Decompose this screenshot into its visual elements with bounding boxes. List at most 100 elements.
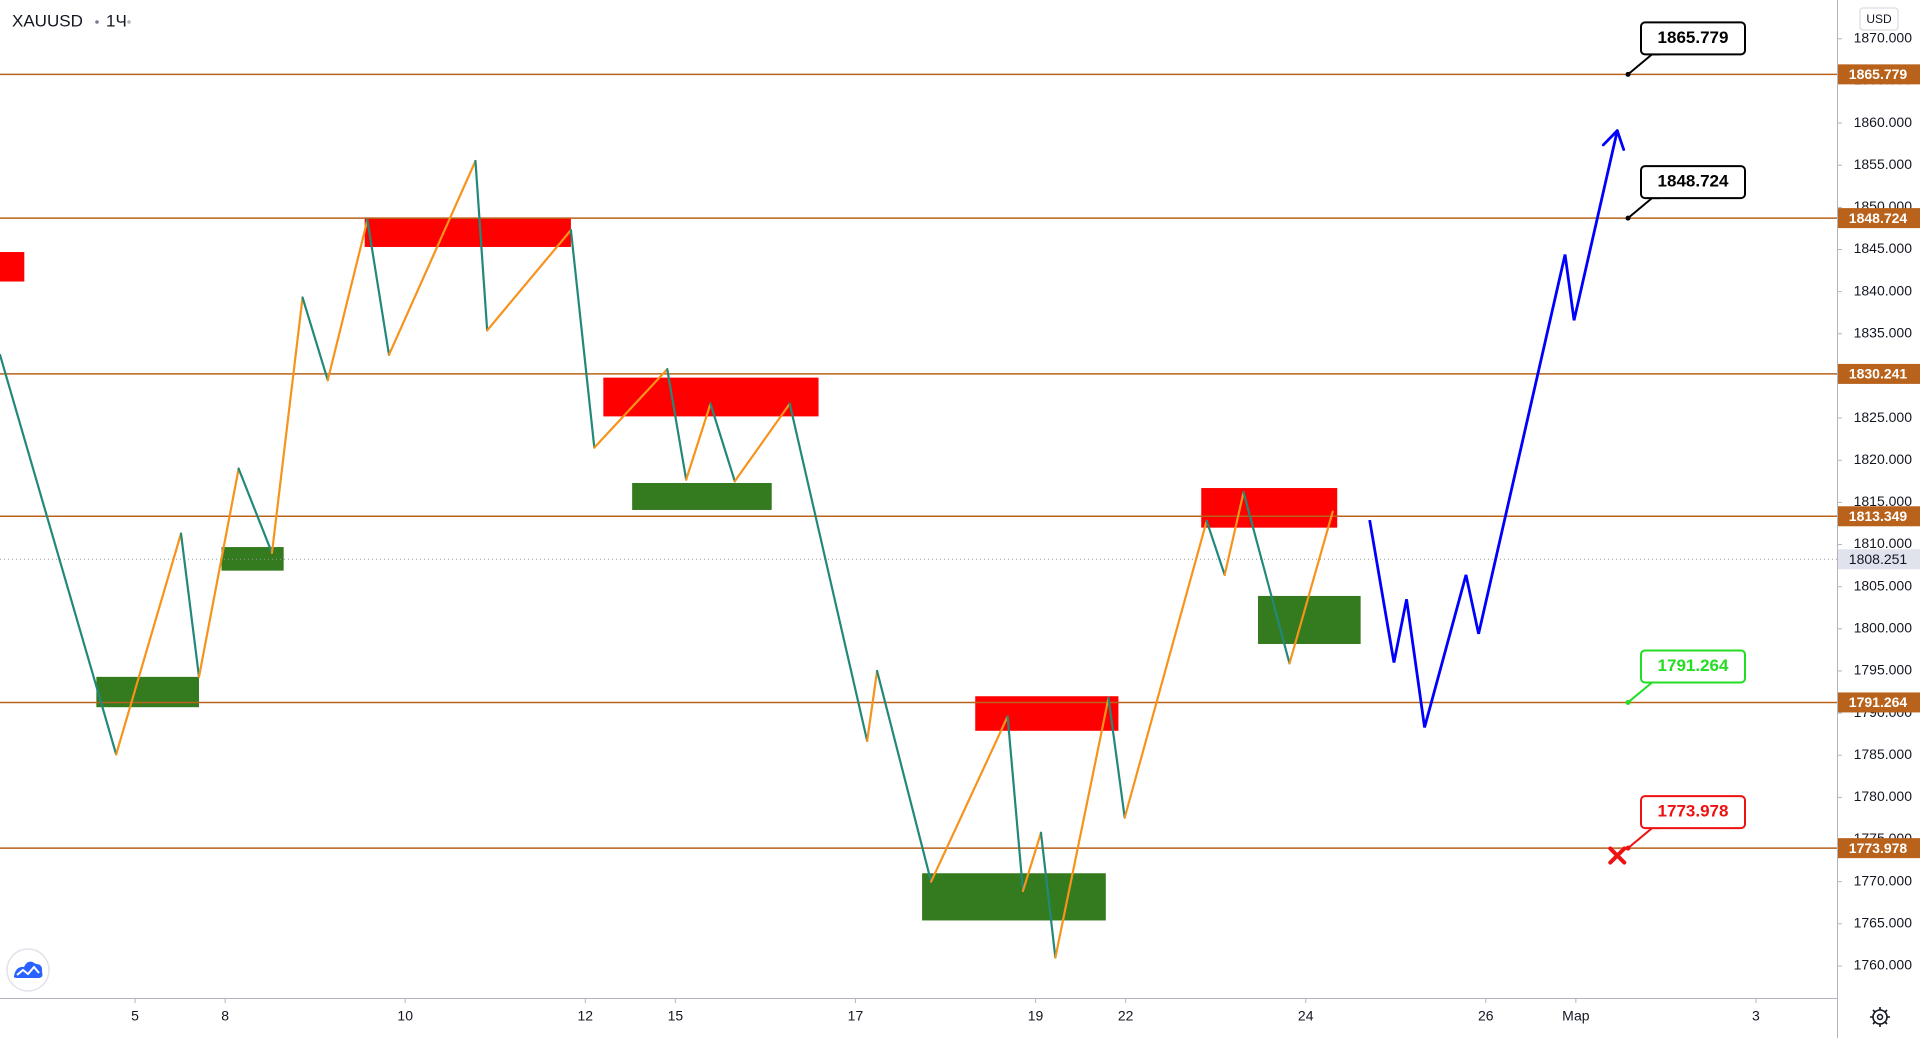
level-label-box (1838, 692, 1920, 713)
callout-box (1640, 21, 1746, 56)
time-axis-bg (0, 998, 1837, 1038)
swing-up (593, 368, 669, 449)
swing-down (666, 368, 688, 481)
swing-up (486, 229, 573, 332)
swing-up (115, 532, 183, 756)
x-tick-label: 22 (1118, 1008, 1134, 1024)
y-tick-label: 1860.000 (1854, 114, 1913, 130)
callout-box (1640, 795, 1746, 830)
swing-down (1205, 519, 1226, 576)
swing-down (1107, 696, 1126, 819)
zone (0, 252, 25, 282)
currency-box[interactable] (1859, 7, 1899, 31)
y-tick-label: 1780.000 (1854, 788, 1913, 804)
callout-label: 1773.978 (1658, 802, 1729, 821)
swing-up (387, 159, 477, 356)
level-label: 1848.724 (1849, 210, 1908, 226)
zone (1201, 488, 1338, 528)
y-tick-label: 1795.000 (1854, 662, 1913, 678)
zone (1257, 595, 1361, 644)
projection-arrowhead (1615, 129, 1626, 151)
interval[interactable]: 1Ч (106, 11, 127, 30)
swing-up (1223, 491, 1245, 576)
swing-up (685, 402, 712, 481)
level-label: 1773.978 (1849, 840, 1908, 856)
currency: USD (1866, 12, 1892, 26)
swing-down (237, 467, 274, 555)
projection-path (1368, 130, 1619, 728)
level-label-box (1838, 363, 1920, 384)
swing-down (301, 296, 329, 382)
swing-up (270, 296, 304, 555)
swing-down (1006, 715, 1025, 893)
swing-down (0, 353, 118, 756)
lines-layer: 1865.779 1848.724 1791.264 1773.978 (0, 21, 1837, 959)
level-label: 1791.264 (1849, 694, 1908, 710)
swing-down (1039, 831, 1057, 959)
level-label-box (1838, 838, 1920, 859)
level-label-box (1838, 64, 1920, 85)
settings-icon[interactable] (1870, 1007, 1890, 1027)
level-label: 1830.241 (1849, 366, 1908, 382)
swing-down (788, 402, 869, 743)
x-tick-label: 8 (221, 1008, 229, 1024)
swing-up (197, 467, 240, 678)
callout-label: 1848.724 (1658, 172, 1729, 191)
x-tick-label: 26 (1478, 1008, 1494, 1024)
swing-up (1054, 696, 1110, 959)
level-label-box (1838, 506, 1920, 527)
current-price-label: 1808.251 (1849, 551, 1908, 567)
swing-down (875, 669, 933, 883)
zone (632, 482, 772, 510)
x-tick-label: 12 (578, 1008, 594, 1024)
swing-up (866, 669, 879, 743)
stop-marker (1608, 846, 1627, 865)
swing-up (1021, 831, 1043, 893)
zone (975, 696, 1119, 731)
level-label: 1865.779 (1849, 66, 1908, 82)
projection-arrowhead (1601, 129, 1619, 147)
x-tick-label: 10 (397, 1008, 413, 1024)
y-tick-label: 1870.000 (1854, 29, 1913, 45)
callout-box (1640, 649, 1746, 684)
level-label-box (1838, 208, 1920, 229)
zone (603, 377, 819, 417)
swing-up (326, 218, 369, 382)
y-tick-label: 1760.000 (1854, 957, 1913, 973)
x-tick-label: 15 (668, 1008, 684, 1024)
zones-layer (0, 217, 1361, 921)
stop-marker-stroke (1608, 846, 1627, 865)
swing-down (474, 159, 489, 332)
y-tick-label: 1815.000 (1854, 493, 1913, 509)
x-tick-label: 5 (131, 1008, 139, 1024)
y-tick-label: 1810.000 (1854, 535, 1913, 551)
y-tick-label: 1840.000 (1854, 282, 1913, 298)
swing-down (569, 229, 596, 449)
swing-up (930, 715, 1009, 883)
logo[interactable] (6, 948, 50, 992)
swing-down (366, 218, 391, 356)
symbol[interactable]: XAUUSD (12, 11, 83, 30)
y-tick-label: 1835.000 (1854, 324, 1913, 340)
separator (95, 20, 99, 24)
x-tick-label: Мар (1562, 1008, 1590, 1024)
y-tick-label: 1800.000 (1854, 620, 1913, 636)
y-tick-label: 1820.000 (1854, 451, 1913, 467)
callout-box (1640, 165, 1746, 200)
swing-up (1123, 519, 1208, 819)
callout-label: 1865.779 (1658, 28, 1729, 47)
y-tick-label: 1805.000 (1854, 577, 1913, 593)
swing-down (179, 532, 201, 678)
swing-up (1288, 510, 1334, 665)
y-tick-label: 1785.000 (1854, 746, 1913, 762)
y-tick-label: 1855.000 (1854, 156, 1913, 172)
x-tick-label: 3 (1752, 1008, 1760, 1024)
current-price-box (1838, 549, 1920, 570)
y-tick-label: 1765.000 (1854, 915, 1913, 931)
y-tick-label: 1825.000 (1854, 409, 1913, 425)
x-tick-label: 24 (1298, 1008, 1314, 1024)
x-tick-label: 19 (1028, 1008, 1044, 1024)
